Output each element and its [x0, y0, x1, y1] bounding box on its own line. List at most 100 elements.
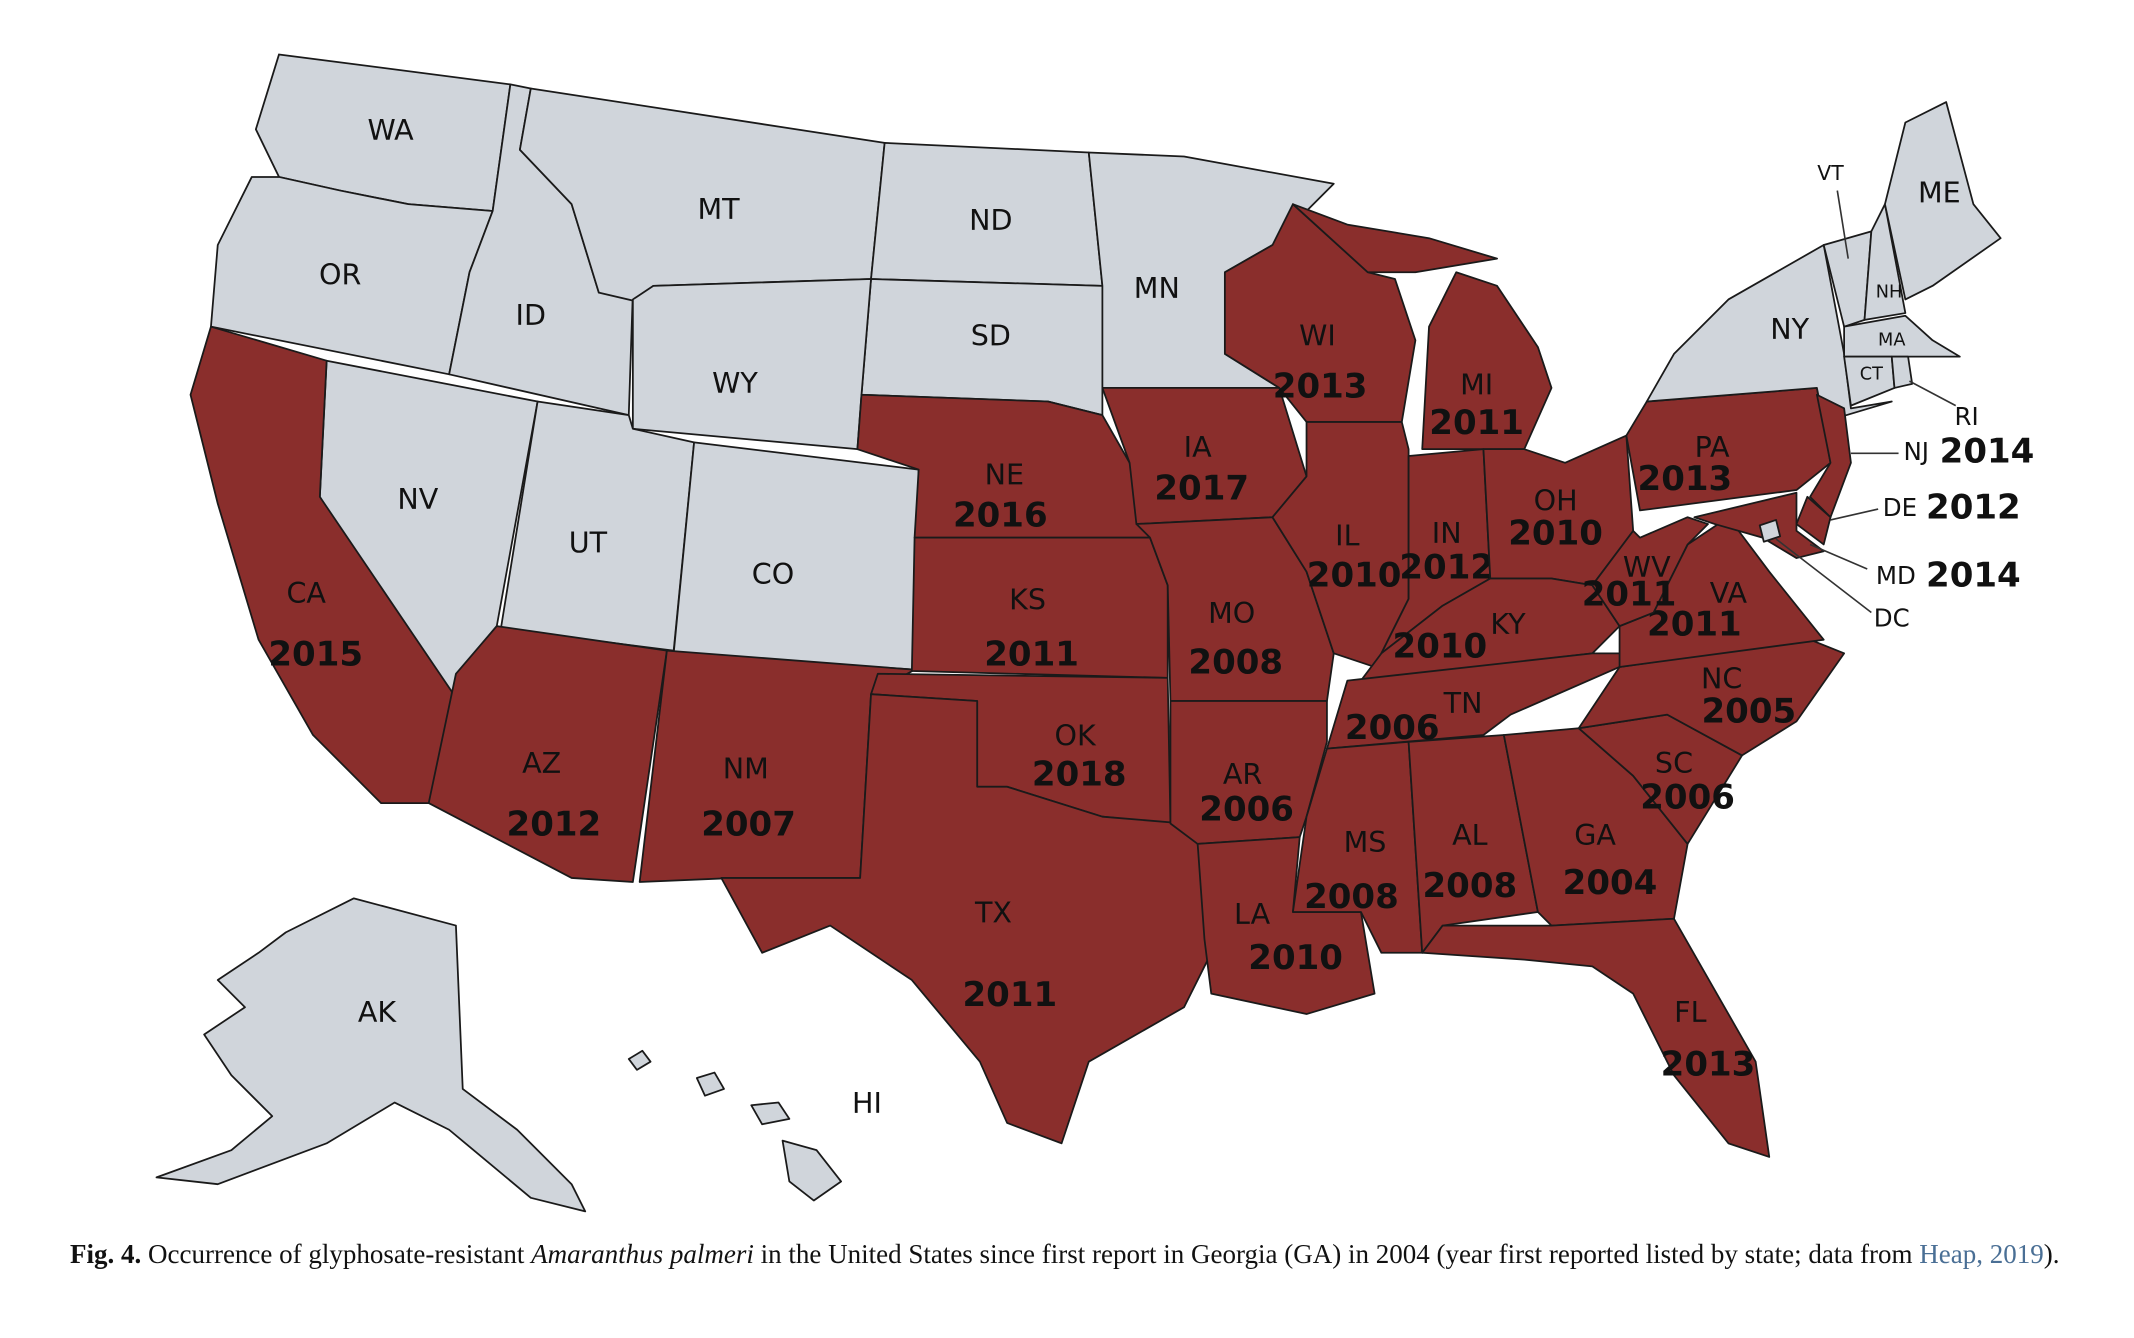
- state-abbr: PA: [1695, 430, 1730, 464]
- state-abbr: FL: [1674, 995, 1706, 1029]
- year-label: 2017: [1154, 469, 1249, 509]
- year-label: 2007: [701, 805, 796, 845]
- state-abbr: WA: [367, 113, 414, 147]
- state-abbr: KY: [1490, 607, 1526, 641]
- state-abbr: NH: [1876, 283, 1903, 303]
- state-shape: [1421, 271, 1553, 451]
- state-abbr: KS: [1009, 583, 1046, 617]
- leader-line: [1809, 543, 1868, 570]
- state-abbr: WI: [1299, 319, 1336, 353]
- state-shape: [910, 536, 1169, 679]
- leader-line: [1775, 538, 1872, 614]
- year-label: 2015: [268, 635, 363, 675]
- state-abbr: CA: [286, 576, 326, 610]
- state-shape: [1196, 836, 1376, 1015]
- state-abbr: AK: [358, 995, 398, 1029]
- year-label: 2011: [962, 975, 1057, 1015]
- year-label: 2010: [1248, 938, 1343, 978]
- state-shape: [155, 897, 587, 1213]
- state-abbr: ME: [1918, 176, 1961, 210]
- state-shape: [1890, 355, 1914, 389]
- state-abbr: VA: [1710, 576, 1748, 610]
- state-abbr: CT: [1860, 364, 1883, 384]
- state-shape: [781, 1139, 842, 1202]
- state-abbr: LA: [1234, 897, 1271, 931]
- state-shape: [627, 1049, 652, 1071]
- state-abbr: NE: [985, 457, 1024, 491]
- state-abbr: TN: [1443, 686, 1483, 720]
- state-shape: [720, 693, 1213, 1145]
- state-abbr: MO: [1208, 596, 1255, 630]
- state-abbr: VT: [1817, 161, 1844, 185]
- year-label: 2012: [1926, 488, 2021, 528]
- state-abbr: SD: [971, 319, 1011, 353]
- state-shape: [672, 441, 920, 671]
- year-label: 2008: [1304, 877, 1399, 917]
- year-label: 2006: [1640, 777, 1735, 817]
- state-abbr: SC: [1655, 746, 1693, 780]
- state-abbr: DC: [1874, 603, 1910, 632]
- state-shape: [1863, 203, 1907, 321]
- state-shape: [1421, 917, 1771, 1158]
- year-label: 2008: [1188, 643, 1283, 683]
- state-abbr: MS: [1344, 825, 1387, 859]
- year-label: 2013: [1273, 366, 1368, 406]
- state-abbr: OH: [1534, 483, 1578, 517]
- state-abbr: IN: [1432, 516, 1462, 550]
- state-abbr: ID: [516, 298, 546, 332]
- year-label: 2014: [1926, 556, 2021, 596]
- leader-line: [1830, 508, 1879, 521]
- state-abbr: MD: [1876, 561, 1916, 590]
- state-shape: [1591, 516, 1709, 628]
- state-shape: [1884, 101, 2002, 301]
- state-abbr: RI: [1954, 402, 1978, 431]
- state-abbr: WV: [1623, 550, 1671, 584]
- state-shape: [1169, 700, 1328, 845]
- year-label: 2006: [1199, 790, 1294, 830]
- state-abbr: MN: [1134, 271, 1180, 305]
- state-abbr: AL: [1452, 818, 1488, 852]
- state-abbr: MT: [698, 192, 741, 226]
- state-abbr: IL: [1335, 519, 1359, 553]
- year-label: 2010: [1508, 513, 1603, 553]
- state-abbr: MI: [1460, 368, 1493, 402]
- state-abbr: UT: [569, 525, 608, 559]
- year-label: 2004: [1563, 863, 1658, 903]
- state-abbr: NM: [723, 751, 769, 785]
- state-abbr: TX: [974, 896, 1012, 930]
- year-label: 2011: [1647, 605, 1742, 645]
- figure-label: Fig. 4.: [70, 1239, 142, 1269]
- state-abbr: OK: [1055, 719, 1097, 753]
- state-abbr: GA: [1574, 818, 1616, 852]
- state-abbr: DE: [1883, 493, 1917, 522]
- state-abbr: IA: [1184, 430, 1212, 464]
- year-label: 2011: [1582, 575, 1677, 615]
- leader-line: [1909, 380, 1957, 407]
- state-abbr: NC: [1701, 662, 1742, 696]
- year-label: 2008: [1423, 866, 1518, 906]
- figure-caption: Fig. 4. Occurrence of glyphosate-resista…: [70, 1234, 2110, 1274]
- state-abbr: NY: [1770, 312, 1809, 346]
- year-label: 2016: [953, 496, 1048, 536]
- year-label: 2010: [1307, 556, 1402, 596]
- year-label: 2011: [984, 635, 1079, 675]
- year-label: 2013: [1638, 459, 1733, 499]
- state-abbr: CO: [752, 557, 794, 591]
- state-abbr: NJ: [1903, 437, 1929, 466]
- year-label: 2014: [1940, 432, 2035, 472]
- caption-text: in the United States since first report …: [753, 1239, 1920, 1269]
- state-abbr: OR: [319, 257, 361, 291]
- state-shape: [1271, 421, 1410, 668]
- year-label: 2005: [1702, 692, 1797, 732]
- state-abbr: WY: [712, 366, 758, 400]
- state-shape: [1407, 734, 1539, 954]
- species-name: Amaranthus palmeri: [531, 1239, 754, 1269]
- state-shape: [1758, 519, 1782, 543]
- reference-link[interactable]: Heap, 2019: [1919, 1239, 2044, 1269]
- year-label: 2012: [1399, 547, 1494, 587]
- state-abbr: AZ: [522, 746, 561, 780]
- leader-line: [1836, 190, 1850, 259]
- caption-text: Occurrence of glyphosate-resistant: [141, 1239, 532, 1269]
